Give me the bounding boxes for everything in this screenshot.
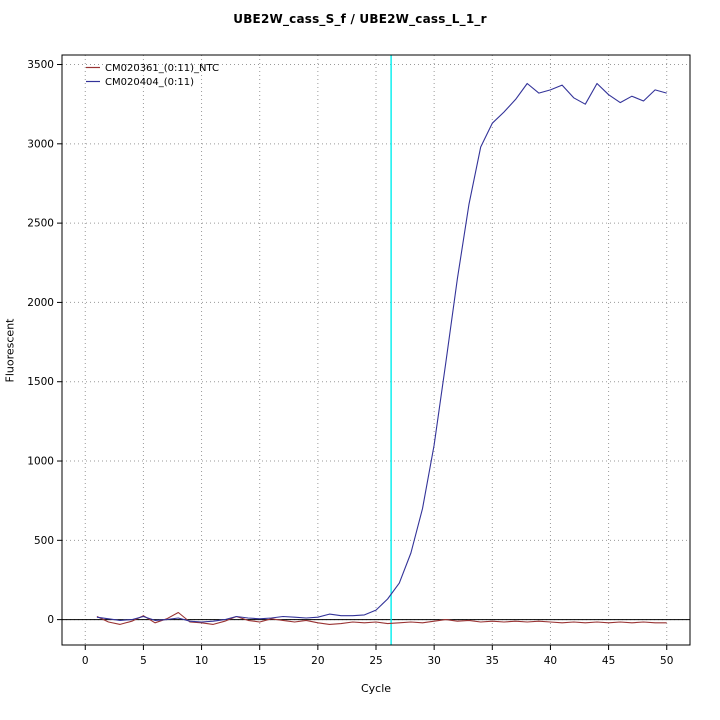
chart-title: UBE2W_cass_S_f / UBE2W_cass_L_1_r <box>233 12 487 26</box>
legend-label-0: CM020361_(0:11)_NTC <box>105 63 219 74</box>
x-tick-label: 40 <box>544 655 557 667</box>
x-tick-label: 10 <box>195 655 208 667</box>
y-tick-label: 0 <box>47 614 54 626</box>
y-tick-label: 3500 <box>27 59 54 71</box>
legend-label-1: CM020404_(0:11) <box>105 77 194 88</box>
x-tick-label: 15 <box>253 655 266 667</box>
x-tick-label: 50 <box>660 655 673 667</box>
x-axis-title: Cycle <box>360 682 392 695</box>
y-tick-label: 3000 <box>27 138 54 150</box>
y-tick-label: 1000 <box>27 456 54 468</box>
x-tick-label: 0 <box>82 655 89 667</box>
y-tick-label: 500 <box>34 535 54 547</box>
series-line-0 <box>96 611 667 625</box>
x-tick-label: 35 <box>486 655 499 667</box>
series-line-1 <box>96 82 667 623</box>
y-tick-label: 1500 <box>27 376 54 388</box>
x-tick-label: 5 <box>140 655 147 667</box>
x-tick-label: 20 <box>311 655 324 667</box>
y-tick-label: 2000 <box>27 297 54 309</box>
y-tick-label: 2500 <box>27 218 54 230</box>
x-tick-label: 45 <box>602 655 615 667</box>
x-tick-label: 25 <box>369 655 382 667</box>
x-tick-label: 30 <box>427 655 440 667</box>
